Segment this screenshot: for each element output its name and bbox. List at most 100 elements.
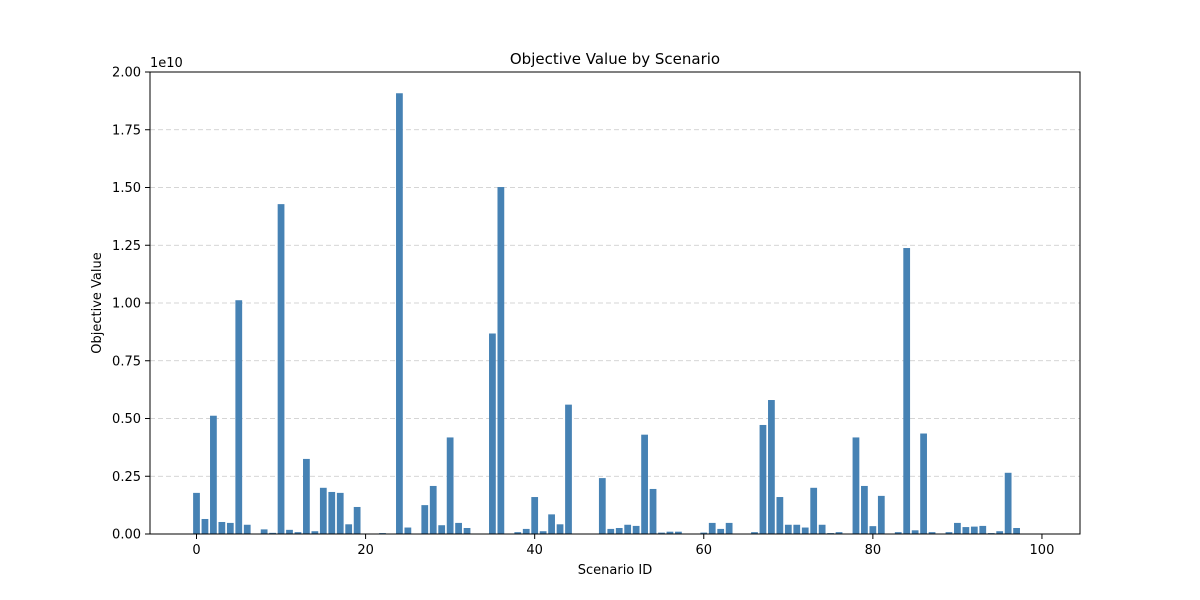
bar	[615, 527, 623, 534]
bar	[489, 333, 496, 534]
bar	[455, 522, 462, 534]
bar	[218, 521, 226, 534]
bar	[666, 531, 674, 534]
bar	[751, 532, 758, 534]
bar	[277, 204, 285, 534]
bar	[759, 424, 767, 534]
y-tick-label: 1.25	[112, 239, 141, 254]
bar	[598, 478, 606, 534]
bar	[1013, 527, 1020, 534]
bar	[996, 531, 1004, 534]
bar	[818, 524, 826, 534]
x-tick-label: 60	[695, 543, 712, 558]
bar	[852, 437, 860, 534]
y-tick-label: 1.50	[112, 181, 141, 196]
y-offset-text: 1e10	[150, 56, 183, 71]
bar	[869, 526, 877, 534]
bar	[954, 522, 961, 534]
bar	[911, 530, 919, 534]
y-tick-label: 0.00	[112, 528, 141, 543]
bar	[463, 527, 471, 534]
bar	[894, 532, 902, 534]
x-tick-label: 20	[357, 543, 374, 558]
bar	[793, 524, 801, 534]
bar	[776, 497, 784, 534]
bar	[903, 248, 911, 534]
bar	[945, 532, 953, 534]
bar	[353, 506, 361, 534]
x-tick-label: 40	[526, 543, 543, 558]
bar	[294, 532, 302, 534]
bar	[548, 514, 555, 534]
bar	[607, 528, 615, 534]
bar	[319, 487, 327, 534]
bar	[260, 529, 268, 534]
x-tick-label: 0	[192, 543, 200, 558]
bar	[810, 487, 818, 534]
bar	[784, 524, 792, 534]
bar	[328, 491, 336, 534]
bar	[226, 522, 234, 534]
x-tick-label: 100	[1030, 543, 1055, 558]
x-axis-ticks: 0 20 40 60 80 100	[192, 534, 1054, 558]
bar	[243, 524, 251, 534]
bar	[396, 93, 403, 534]
bar	[675, 531, 682, 534]
bar	[700, 532, 708, 534]
y-axis-label: Objective Value	[90, 252, 105, 353]
bar	[303, 458, 310, 534]
y-tick-label: 1.75	[112, 123, 141, 138]
bar	[979, 525, 987, 534]
bar	[522, 528, 530, 534]
bar	[920, 433, 927, 534]
bar	[286, 529, 293, 534]
bar	[861, 485, 868, 534]
bar	[768, 400, 775, 534]
bar	[877, 495, 885, 534]
bar	[201, 518, 209, 534]
bar	[345, 524, 353, 534]
bar	[497, 187, 505, 534]
bar	[708, 522, 716, 534]
bar	[446, 437, 454, 534]
bar	[429, 485, 437, 534]
bar	[269, 532, 276, 534]
bar	[404, 527, 412, 534]
x-axis-label: Scenario ID	[578, 563, 653, 578]
bar	[210, 415, 217, 534]
bar	[624, 524, 632, 534]
bar	[336, 492, 344, 534]
y-axis-ticks: 0.00 0.25 0.50 0.75 1.00 1.25 1.50 1.75 2.00	[112, 66, 150, 543]
bar	[438, 525, 446, 534]
y-tick-label: 0.25	[112, 470, 141, 485]
chart-title: Objective Value by Scenario	[510, 50, 720, 68]
bar	[962, 527, 970, 534]
bar	[235, 300, 243, 534]
bar	[928, 532, 936, 534]
y-tick-label: 0.50	[112, 412, 141, 427]
bar	[970, 526, 978, 534]
bar	[658, 532, 665, 534]
bar	[725, 522, 733, 534]
bar	[421, 505, 429, 534]
y-tick-label: 0.75	[112, 354, 141, 369]
bar	[1004, 472, 1012, 534]
bar	[531, 497, 539, 534]
x-tick-label: 80	[865, 543, 882, 558]
bars	[193, 93, 1020, 534]
y-tick-label: 1.00	[112, 297, 141, 312]
bar	[193, 492, 200, 534]
bar	[565, 404, 572, 534]
bar	[717, 528, 725, 534]
bar	[632, 525, 640, 534]
bar	[835, 532, 843, 534]
bar	[801, 527, 809, 534]
bar	[641, 434, 648, 534]
bar	[539, 531, 547, 534]
bar	[649, 488, 657, 534]
bar	[311, 531, 319, 534]
bar	[556, 524, 564, 534]
y-tick-label: 2.00	[112, 66, 141, 81]
bar	[514, 532, 522, 534]
